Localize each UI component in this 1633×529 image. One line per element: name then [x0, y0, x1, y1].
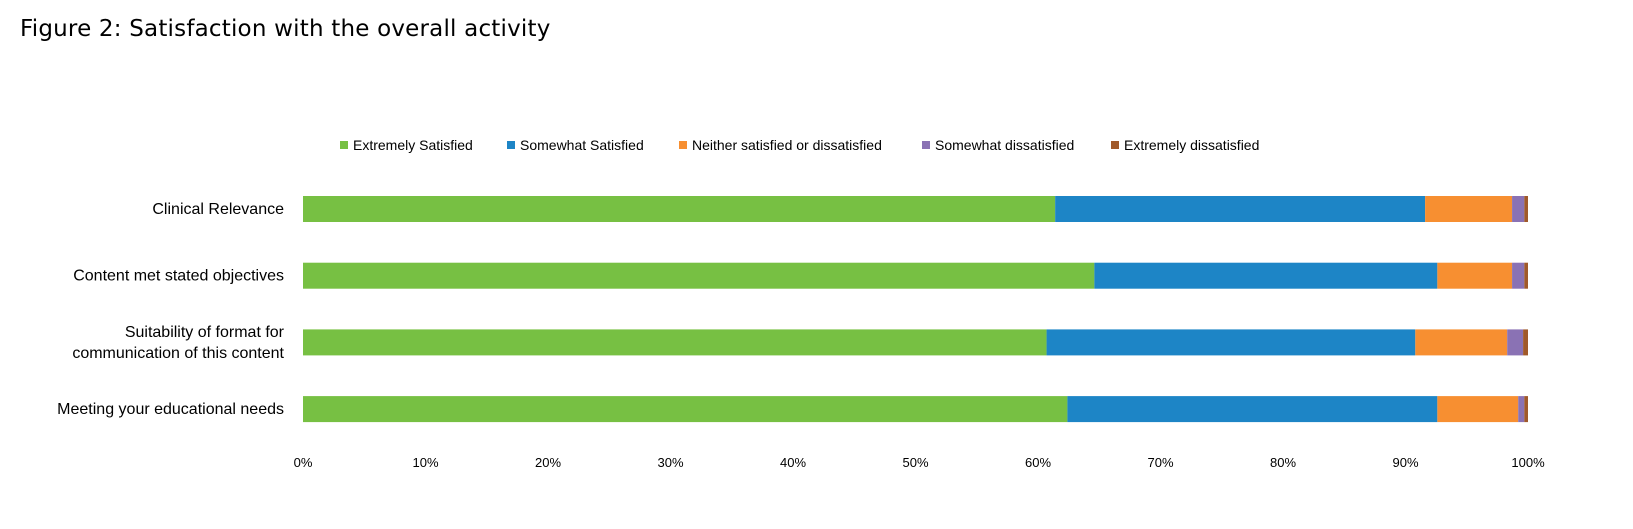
- x-tick-label-5: 50%: [902, 455, 928, 470]
- category-labels: Clinical Relevance Content met stated obj…: [57, 201, 285, 418]
- x-tick-label-9: 90%: [1392, 455, 1418, 470]
- bar-segment-0-3: [1512, 196, 1525, 222]
- bar-segment-2-2: [1415, 329, 1508, 356]
- bar-segment-1-4: [1524, 262, 1528, 289]
- bar-segment-2-1: [1046, 329, 1416, 356]
- bar-segment-1-2: [1437, 262, 1513, 289]
- legend-label-3: Somewhat dissatisfied: [935, 137, 1074, 153]
- legend-swatch-0: [340, 141, 348, 149]
- x-tick-label-2: 20%: [535, 455, 561, 470]
- bar-segment-0-0: [303, 196, 1056, 222]
- legend-swatch-1: [507, 141, 515, 149]
- bar-segment-1-3: [1512, 262, 1525, 289]
- x-tick-label-8: 80%: [1270, 455, 1296, 470]
- legend-label-1: Somewhat Satisfied: [520, 137, 644, 153]
- category-label-2-1: communication of this content: [72, 345, 284, 362]
- x-tick-label-7: 70%: [1147, 455, 1173, 470]
- x-tick-label-1: 10%: [412, 455, 438, 470]
- bar-segment-2-4: [1523, 329, 1528, 356]
- x-tick-label-4: 40%: [780, 455, 806, 470]
- x-tick-label-0: 0%: [294, 455, 313, 470]
- bars: [303, 196, 1528, 423]
- bar-segment-3-4: [1524, 396, 1528, 423]
- legend-label-0: Extremely Satisfied: [353, 137, 473, 153]
- bar-segment-3-3: [1518, 396, 1525, 423]
- bar-segment-0-4: [1524, 196, 1528, 222]
- legend-label-2: Neither satisfied or dissatisfied: [692, 137, 882, 153]
- category-label-3-0: Meeting your educational needs: [57, 401, 284, 418]
- bar-segment-0-1: [1055, 196, 1426, 222]
- category-label-1-0: Content met stated objectives: [73, 268, 284, 285]
- bar-segment-3-2: [1437, 396, 1519, 423]
- bar-segment-1-1: [1094, 262, 1438, 289]
- legend-label-4: Extremely dissatisfied: [1124, 137, 1259, 153]
- bar-segment-3-0: [303, 396, 1068, 423]
- legend-swatch-2: [679, 141, 687, 149]
- x-tick-label-6: 60%: [1025, 455, 1051, 470]
- bar-segment-3-1: [1067, 396, 1438, 423]
- x-axis-ticks: 0% 10% 20% 30% 40% 50% 60% 70% 80% 90% 100%: [294, 455, 1545, 470]
- x-tick-label-10: 100%: [1511, 455, 1545, 470]
- category-label-2-0: Suitability of format for: [125, 324, 285, 341]
- figure-title: Figure 2: Satisfaction with the overall …: [20, 16, 551, 42]
- bar-segment-2-3: [1507, 329, 1524, 356]
- bar-segment-2-0: [303, 329, 1047, 356]
- legend-swatch-3: [922, 141, 930, 149]
- x-tick-label-3: 30%: [657, 455, 683, 470]
- bar-segment-0-2: [1425, 196, 1513, 222]
- bar-segment-1-0: [303, 262, 1095, 289]
- legend-swatch-4: [1111, 141, 1119, 149]
- category-label-0-0: Clinical Relevance: [152, 201, 284, 218]
- legend: Extremely Satisfied Somewhat Satisfied Nei…: [340, 137, 1259, 153]
